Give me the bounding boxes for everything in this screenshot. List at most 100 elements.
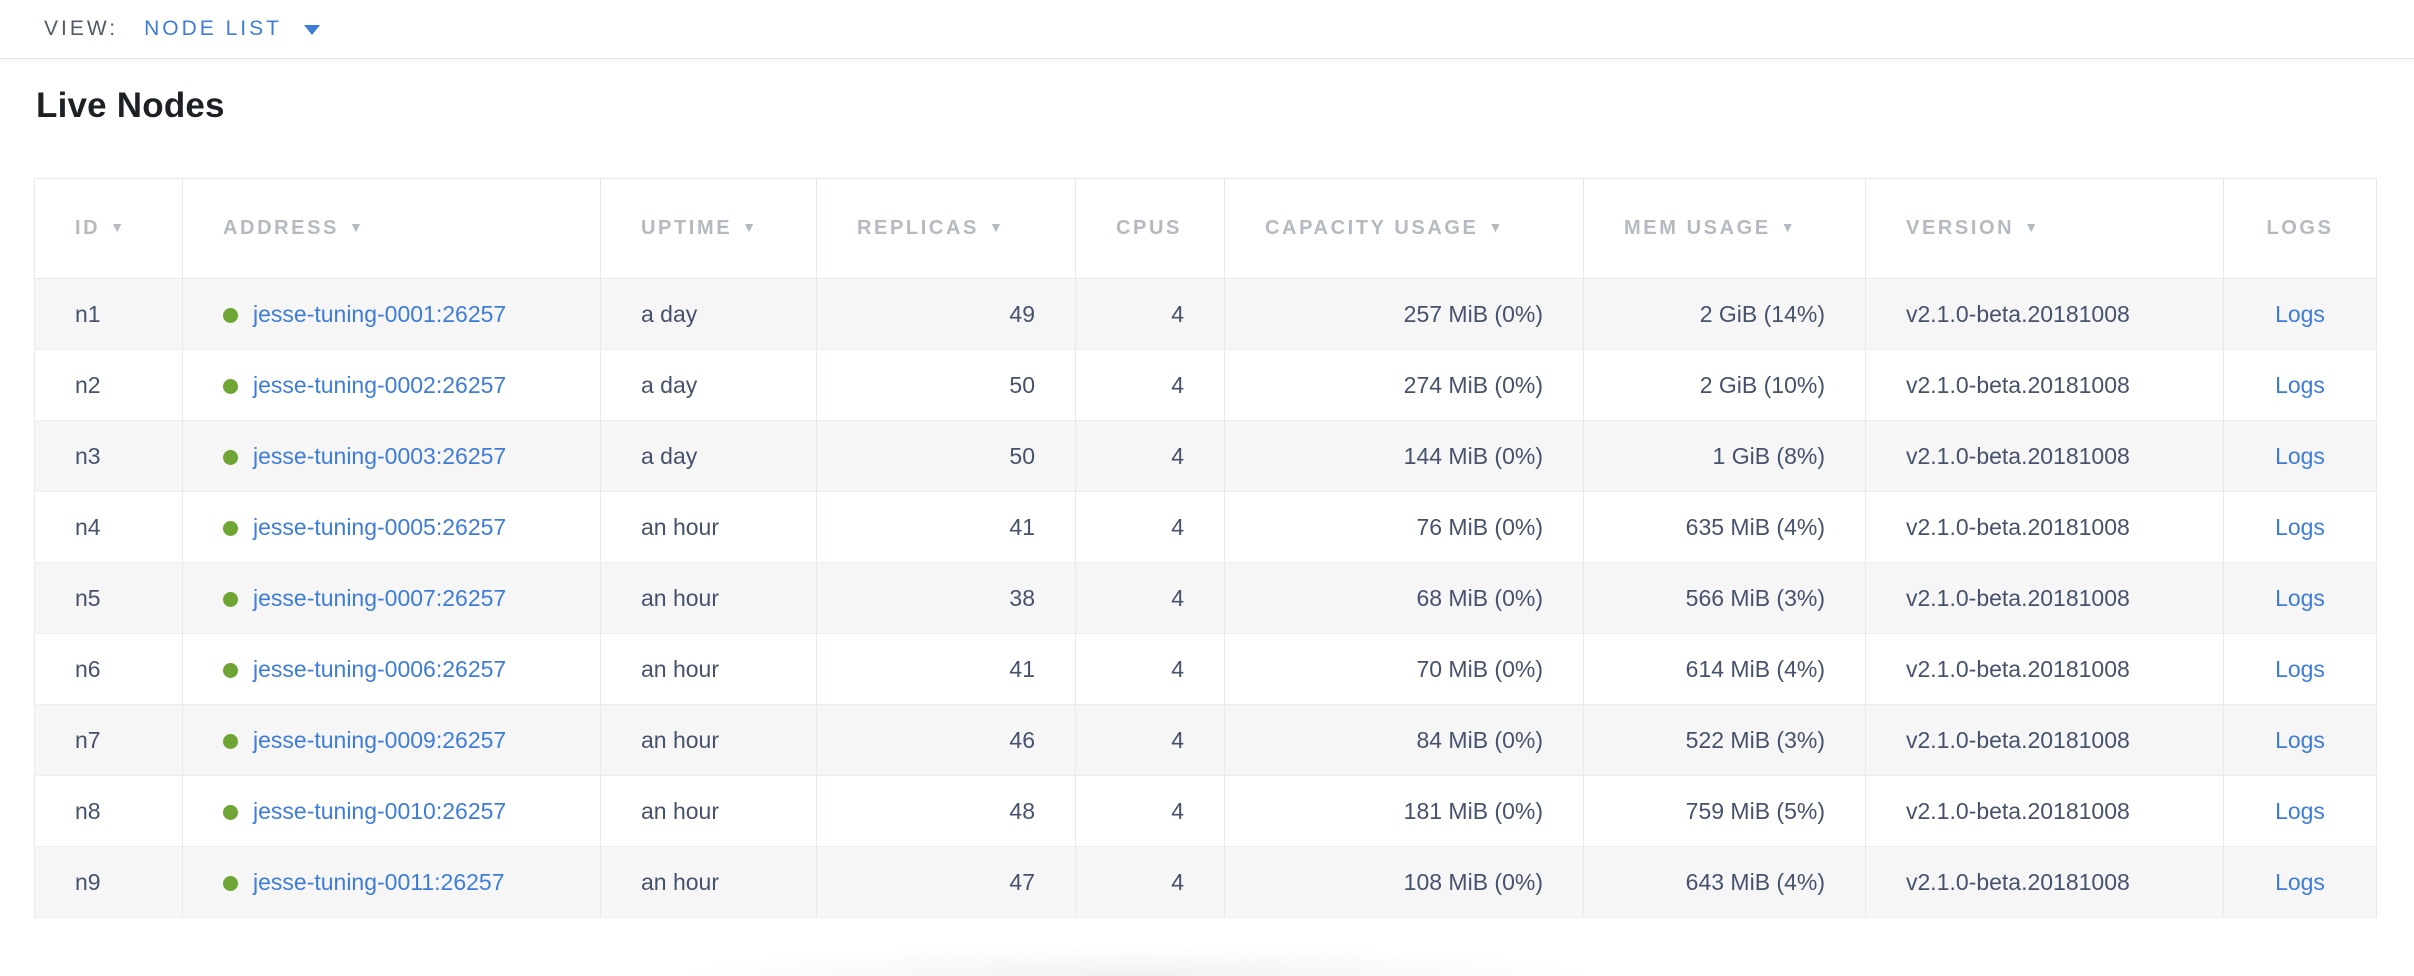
cell-cpus: 4 bbox=[1075, 775, 1225, 847]
node-address-link[interactable]: jesse-tuning-0007:26257 bbox=[253, 584, 507, 611]
node-address-link[interactable]: jesse-tuning-0002:26257 bbox=[253, 371, 507, 398]
cell-address: jesse-tuning-0011:26257 bbox=[182, 846, 601, 918]
cell-logs: Logs bbox=[2223, 704, 2377, 776]
column-header-id[interactable]: ID ▼ bbox=[34, 178, 183, 279]
caret-down-icon bbox=[303, 25, 320, 35]
cell-cpus: 4 bbox=[1075, 846, 1225, 918]
view-selector-dropdown[interactable]: NODE LIST bbox=[144, 17, 320, 41]
table-row: n1 jesse-tuning-0001:26257 a day 49 4 25… bbox=[34, 278, 2377, 350]
sort-arrow-icon: ▼ bbox=[1780, 219, 1798, 235]
node-address-link[interactable]: jesse-tuning-0011:26257 bbox=[253, 868, 505, 895]
cell-logs: Logs bbox=[2223, 846, 2377, 918]
cell-node-id: n6 bbox=[34, 633, 183, 705]
cell-capacity-usage: 108 MiB (0%) bbox=[1224, 846, 1584, 918]
cell-replicas: 50 bbox=[816, 349, 1076, 421]
node-address-link[interactable]: jesse-tuning-0003:26257 bbox=[253, 442, 507, 469]
sort-arrow-icon: ▼ bbox=[349, 219, 366, 235]
sort-arrow-icon: ▼ bbox=[988, 219, 1006, 235]
cell-address: jesse-tuning-0010:26257 bbox=[182, 775, 601, 847]
cell-uptime: an hour bbox=[600, 846, 817, 918]
cell-mem-usage: 566 MiB (3%) bbox=[1583, 562, 1866, 634]
cell-version: v2.1.0-beta.20181008 bbox=[1865, 491, 2224, 563]
logs-link[interactable]: Logs bbox=[2275, 868, 2325, 895]
cell-uptime: an hour bbox=[600, 775, 817, 847]
column-header-label: ADDRESS bbox=[223, 217, 339, 239]
cell-replicas: 38 bbox=[816, 562, 1076, 634]
cell-capacity-usage: 257 MiB (0%) bbox=[1224, 278, 1584, 350]
column-header-label: MEM USAGE bbox=[1624, 217, 1771, 239]
live-status-icon bbox=[223, 307, 238, 323]
live-status-icon bbox=[223, 591, 238, 607]
cell-cpus: 4 bbox=[1075, 562, 1225, 634]
logs-link[interactable]: Logs bbox=[2275, 584, 2325, 611]
logs-link[interactable]: Logs bbox=[2275, 513, 2325, 540]
cell-uptime: an hour bbox=[600, 562, 817, 634]
cell-cpus: 4 bbox=[1075, 704, 1225, 776]
cell-logs: Logs bbox=[2223, 349, 2377, 421]
node-address-link[interactable]: jesse-tuning-0009:26257 bbox=[253, 726, 507, 753]
column-header-logs: LOGS bbox=[2223, 178, 2377, 279]
view-selected-value: NODE LIST bbox=[144, 17, 282, 40]
column-header-label: CAPACITY USAGE bbox=[1265, 217, 1479, 239]
logs-link[interactable]: Logs bbox=[2275, 442, 2325, 469]
cell-replicas: 49 bbox=[816, 278, 1076, 350]
cell-cpus: 4 bbox=[1075, 349, 1225, 421]
node-address-link[interactable]: jesse-tuning-0010:26257 bbox=[253, 797, 507, 824]
sort-arrow-icon: ▼ bbox=[1488, 219, 1505, 235]
column-header-mem[interactable]: MEM USAGE ▼ bbox=[1583, 178, 1866, 279]
live-status-icon bbox=[223, 449, 238, 465]
cell-version: v2.1.0-beta.20181008 bbox=[1865, 420, 2224, 492]
table-header-row: ID ▼ ADDRESS ▼ UPTIME ▼ REPLICAS ▼ CPUS CAPA… bbox=[34, 178, 2377, 279]
column-header-version[interactable]: VERSION ▼ bbox=[1865, 178, 2224, 279]
cell-replicas: 46 bbox=[816, 704, 1076, 776]
cell-logs: Logs bbox=[2223, 278, 2377, 350]
below-fold-shadow bbox=[520, 936, 1750, 976]
cell-cpus: 4 bbox=[1075, 491, 1225, 563]
logs-link[interactable]: Logs bbox=[2275, 726, 2325, 753]
cell-uptime: a day bbox=[600, 349, 817, 421]
cell-uptime: an hour bbox=[600, 491, 817, 563]
cell-cpus: 4 bbox=[1075, 278, 1225, 350]
live-status-icon bbox=[223, 378, 238, 394]
cell-mem-usage: 1 GiB (8%) bbox=[1583, 420, 1866, 492]
view-label: VIEW: bbox=[44, 17, 119, 40]
cell-replicas: 41 bbox=[816, 491, 1076, 563]
logs-link[interactable]: Logs bbox=[2275, 371, 2325, 398]
table-row: n4 jesse-tuning-0005:26257 an hour 41 4 … bbox=[34, 491, 2377, 563]
cell-version: v2.1.0-beta.20181008 bbox=[1865, 562, 2224, 634]
sort-arrow-icon: ▼ bbox=[110, 219, 127, 235]
cell-mem-usage: 2 GiB (14%) bbox=[1583, 278, 1866, 350]
cell-uptime: an hour bbox=[600, 633, 817, 705]
cell-mem-usage: 635 MiB (4%) bbox=[1583, 491, 1866, 563]
cell-replicas: 47 bbox=[816, 846, 1076, 918]
live-status-icon bbox=[223, 804, 238, 820]
node-address-link[interactable]: jesse-tuning-0001:26257 bbox=[253, 300, 507, 327]
column-header-uptime[interactable]: UPTIME ▼ bbox=[600, 178, 817, 279]
cell-node-id: n4 bbox=[34, 491, 183, 563]
cell-mem-usage: 759 MiB (5%) bbox=[1583, 775, 1866, 847]
cell-version: v2.1.0-beta.20181008 bbox=[1865, 846, 2224, 918]
column-header-address[interactable]: ADDRESS ▼ bbox=[182, 178, 601, 279]
cell-capacity-usage: 274 MiB (0%) bbox=[1224, 349, 1584, 421]
table-row: n6 jesse-tuning-0006:26257 an hour 41 4 … bbox=[34, 633, 2377, 705]
page-title: Live Nodes bbox=[36, 86, 225, 125]
column-header-label: LOGS bbox=[2266, 217, 2334, 239]
logs-link[interactable]: Logs bbox=[2275, 797, 2325, 824]
view-bar: VIEW: NODE LIST bbox=[0, 0, 2414, 59]
column-header-label: CPUS bbox=[1116, 217, 1182, 239]
table-row: n9 jesse-tuning-0011:26257 an hour 47 4 … bbox=[34, 846, 2377, 918]
column-header-capacity[interactable]: CAPACITY USAGE ▼ bbox=[1224, 178, 1584, 279]
logs-link[interactable]: Logs bbox=[2275, 300, 2325, 327]
cell-version: v2.1.0-beta.20181008 bbox=[1865, 633, 2224, 705]
column-header-label: VERSION bbox=[1906, 217, 2015, 239]
cell-replicas: 41 bbox=[816, 633, 1076, 705]
node-address-link[interactable]: jesse-tuning-0005:26257 bbox=[253, 513, 507, 540]
column-header-replicas[interactable]: REPLICAS ▼ bbox=[816, 178, 1076, 279]
cell-version: v2.1.0-beta.20181008 bbox=[1865, 278, 2224, 350]
cell-uptime: a day bbox=[600, 420, 817, 492]
cell-version: v2.1.0-beta.20181008 bbox=[1865, 775, 2224, 847]
node-address-link[interactable]: jesse-tuning-0006:26257 bbox=[253, 655, 507, 682]
cell-address: jesse-tuning-0002:26257 bbox=[182, 349, 601, 421]
sort-arrow-icon: ▼ bbox=[742, 219, 759, 235]
logs-link[interactable]: Logs bbox=[2275, 655, 2325, 682]
